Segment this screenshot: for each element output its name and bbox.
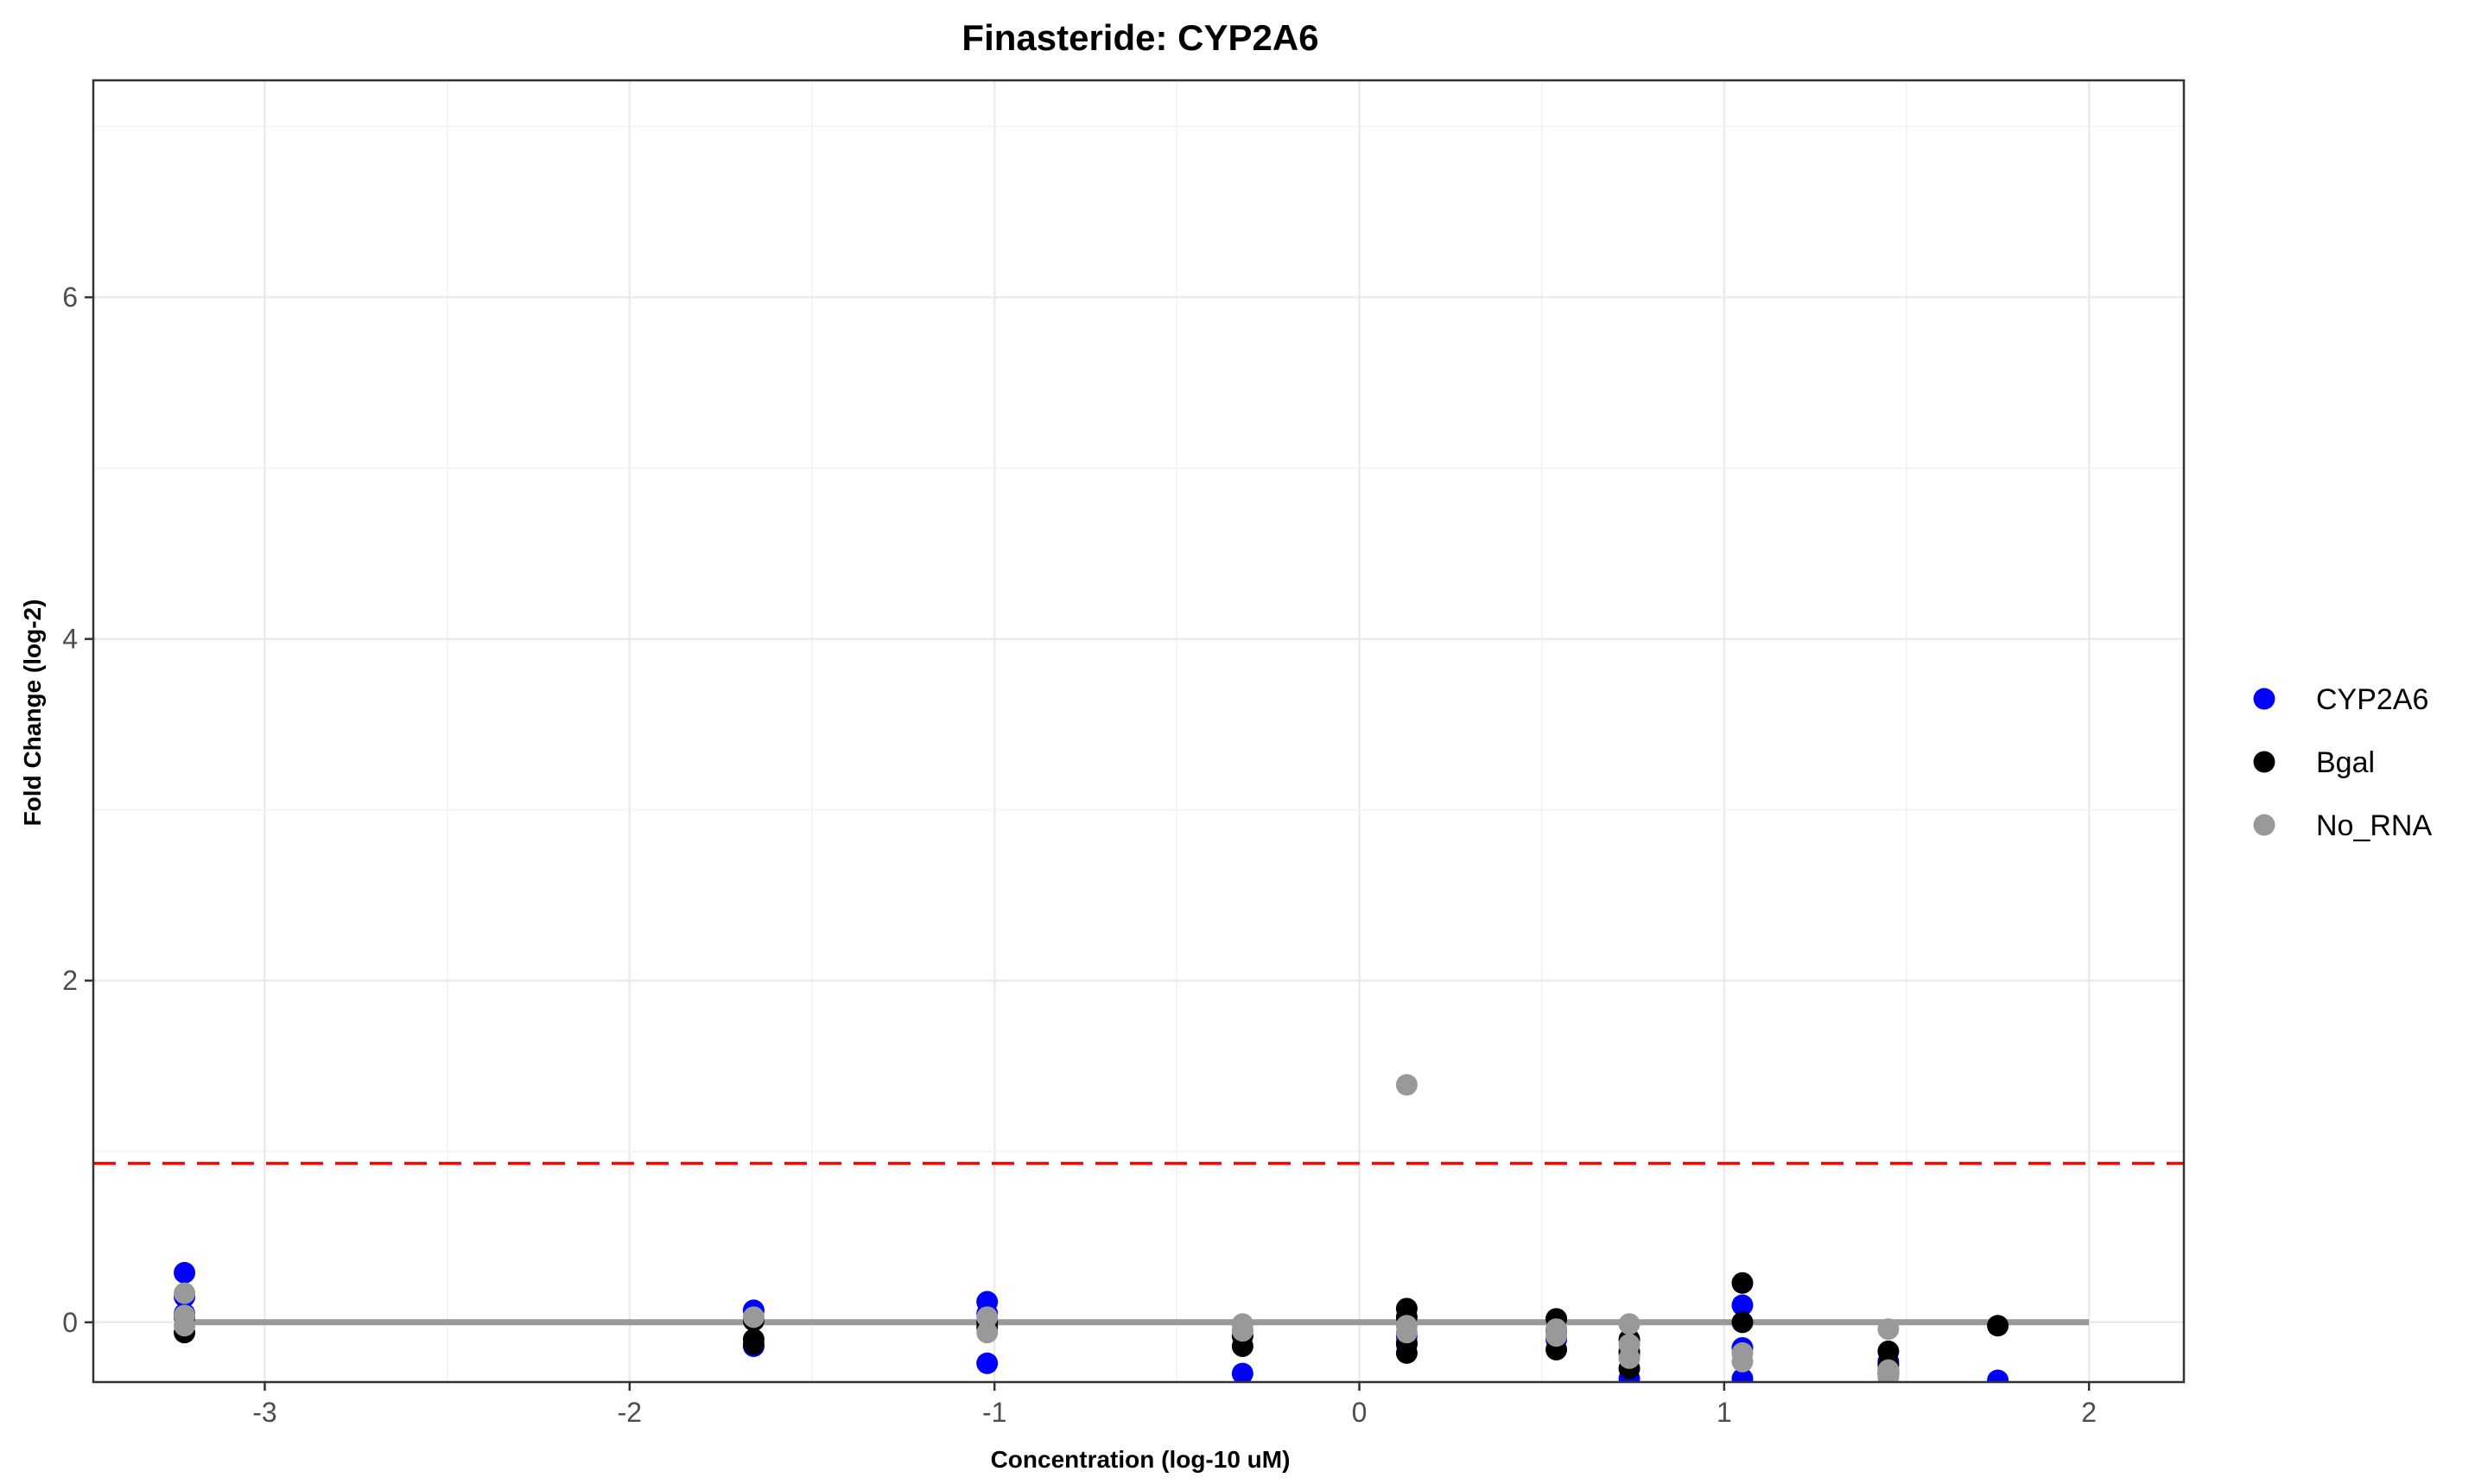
legend: CYP2A6 Bgal No_RNA xyxy=(2253,683,2432,842)
point-no-rna xyxy=(1395,1322,1418,1344)
point-cyp2a6 xyxy=(1987,1369,2009,1382)
point-cyp2a6 xyxy=(174,1261,196,1284)
y-tick-label: 2 xyxy=(62,965,78,996)
point-cyp2a6 xyxy=(1731,1367,1754,1382)
x-axis-label: Concentration (log-10 uM) xyxy=(991,1446,1291,1473)
point-cyp2a6 xyxy=(976,1352,999,1374)
plot-panel-border xyxy=(92,79,2186,1384)
x-tick-label: -1 xyxy=(982,1397,1006,1428)
reference-lines xyxy=(93,1162,2184,1326)
point-bgal xyxy=(1731,1311,1754,1334)
point-no-rna xyxy=(1618,1313,1640,1335)
point-bgal xyxy=(1731,1272,1754,1294)
point-no-rna xyxy=(1731,1350,1754,1373)
y-tick-label: 6 xyxy=(62,282,78,313)
axes: -3 -2 -1 0 1 2 0 2 4 6 xyxy=(62,282,2097,1428)
x-tick-label: 0 xyxy=(1352,1397,1368,1428)
legend-label-cyp2a6: CYP2A6 xyxy=(2316,683,2428,716)
point-bgal xyxy=(1987,1315,2009,1337)
legend-key-bgal xyxy=(2253,751,2275,773)
point-no-rna xyxy=(1545,1325,1568,1348)
x-tick-label: 1 xyxy=(1717,1397,1732,1428)
chart-title: Finasteride: CYP2A6 xyxy=(961,17,1318,58)
legend-key-cyp2a6 xyxy=(2253,688,2275,710)
point-no-rna xyxy=(976,1322,999,1344)
point-no-rna xyxy=(1231,1320,1253,1342)
y-tick-label: 0 xyxy=(62,1307,78,1338)
point-no-rna xyxy=(1618,1347,1640,1369)
y-tick-label: 4 xyxy=(62,624,78,655)
point-no-rna xyxy=(174,1315,196,1337)
point-cyp2a6 xyxy=(1231,1362,1253,1382)
point-cyp2a6 xyxy=(1731,1294,1754,1316)
x-tick-label: -3 xyxy=(252,1397,276,1428)
x-tick-label: 2 xyxy=(2081,1397,2097,1428)
y-axis-label: Fold Change (log-2) xyxy=(19,599,46,827)
data-points xyxy=(174,1074,2009,1382)
legend-label-no-rna: No_RNA xyxy=(2316,809,2432,842)
point-bgal xyxy=(742,1333,765,1355)
legend-key-no-rna xyxy=(2253,814,2275,836)
point-no-rna xyxy=(1395,1074,1418,1096)
point-no-rna xyxy=(1877,1366,1900,1382)
point-no-rna xyxy=(976,1306,999,1329)
point-bgal xyxy=(1395,1341,1418,1364)
point-no-rna xyxy=(174,1282,196,1304)
x-tick-label: -2 xyxy=(618,1397,642,1428)
legend-label-bgal: Bgal xyxy=(2316,746,2375,779)
point-no-rna xyxy=(742,1306,765,1329)
point-no-rna xyxy=(1877,1318,1900,1341)
